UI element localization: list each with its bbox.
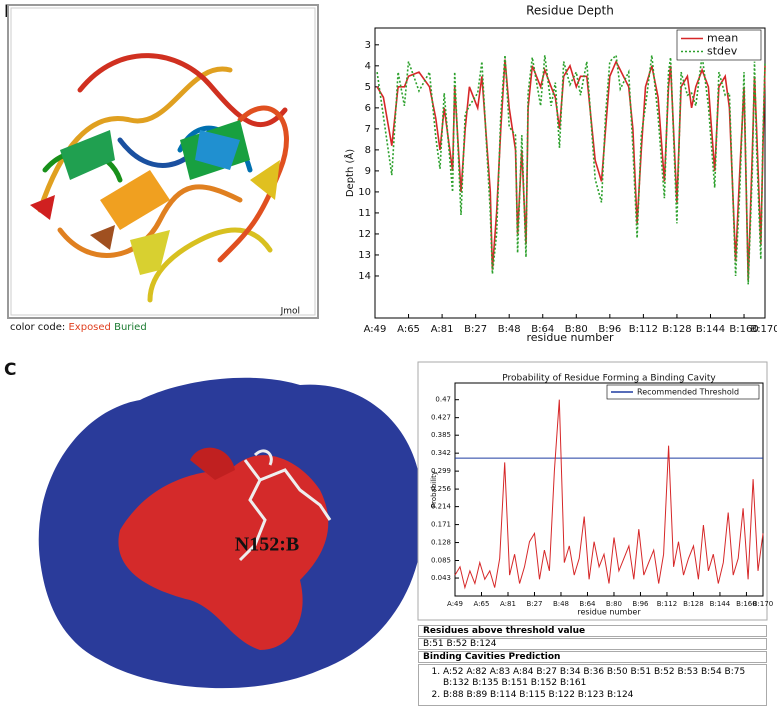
- x-tick-label: B:160: [729, 324, 758, 335]
- legend-label: Recommended Threshold: [637, 388, 739, 397]
- y-axis-label: Depth (Å): [343, 149, 356, 197]
- legend-label: stdev: [707, 45, 738, 58]
- x-tick-label: B:128: [683, 600, 704, 608]
- x-tick-label: B:112: [629, 324, 658, 335]
- color-code-label: color code:: [10, 322, 66, 333]
- x-tick-label: B:48: [553, 600, 569, 608]
- data-line: [376, 59, 766, 281]
- y-tick-label: 6: [365, 103, 371, 114]
- color-code: color code: Exposed Buried: [10, 322, 147, 333]
- ribbon-sheets: [30, 120, 280, 275]
- y-tick-label: 10: [358, 187, 371, 198]
- x-tick-label: B:27: [464, 324, 487, 335]
- x-tick-label: B:64: [579, 600, 596, 608]
- x-tick-label: A:65: [397, 324, 420, 335]
- legend-box: [606, 384, 760, 400]
- viewer-inner: [10, 7, 316, 316]
- x-tick-label: B:96: [598, 324, 621, 335]
- x-tick-label: B:80: [565, 324, 588, 335]
- x-tick-label: A:81: [431, 324, 454, 335]
- x-axis-label: residue number: [527, 331, 614, 344]
- x-tick-label: B:144: [696, 324, 725, 335]
- y-tick-label: 0.299: [431, 467, 451, 475]
- y-tick-label: 4: [365, 61, 371, 72]
- y-tick-label: 0.385: [431, 431, 451, 439]
- x-tick-label: B:128: [662, 324, 691, 335]
- y-tick-label: 0.043: [431, 574, 451, 582]
- y-tick-label: 12: [358, 229, 371, 240]
- plot-area: [374, 27, 766, 319]
- data-line: [454, 399, 764, 590]
- y-tick-label: 14: [358, 271, 371, 282]
- table-header: Residues above threshold value: [418, 625, 767, 637]
- data-line: [376, 53, 766, 285]
- y-tick-label: 0.085: [431, 557, 451, 565]
- cavity-list: A:52 A:82 A:83 A:84 B:27 B:34 B:36 B:50 …: [423, 667, 762, 701]
- table-cell: B:51 B:52 B:124: [418, 638, 767, 650]
- x-tick-label: B:64: [531, 324, 554, 335]
- y-tick-label: 13: [358, 250, 371, 261]
- x-tick-label: B:96: [632, 600, 649, 608]
- chart-title: Residue Depth: [526, 4, 614, 18]
- x-tick-label: B:144: [710, 600, 731, 608]
- y-axis-label: Probability: [430, 471, 438, 508]
- surface-structure: [38, 377, 424, 689]
- x-tick-label: B:160: [736, 600, 757, 608]
- x-tick-label: B:112: [657, 600, 678, 608]
- y-tick-label: 7: [365, 124, 371, 135]
- y-tick-label: 0.256: [431, 485, 452, 493]
- x-tick-label: B:170: [750, 324, 777, 335]
- plot-area: [454, 382, 764, 597]
- cavity-item: A:52 A:82 A:83 A:84 B:27 B:34 B:36 B:50 …: [443, 667, 762, 689]
- x-tick-label: B:170: [753, 600, 774, 608]
- y-tick-label: 5: [365, 82, 371, 93]
- x-tick-label: A:49: [447, 600, 463, 608]
- y-tick-label: 11: [358, 208, 371, 219]
- table-cell: A:52 A:82 A:83 A:84 B:27 B:34 B:36 B:50 …: [418, 664, 767, 706]
- x-tick-label: B:27: [526, 600, 542, 608]
- y-tick-label: 0.427: [431, 414, 451, 422]
- cavity-item: B:88 B:89 B:114 B:115 B:122 B:123 B:124: [443, 690, 762, 701]
- x-tick-label: A:81: [500, 600, 516, 608]
- legend-label: mean: [707, 32, 738, 45]
- y-tick-label: 0.128: [431, 539, 451, 547]
- y-tick-label: 0.171: [431, 521, 451, 529]
- table-header: Binding Cavities Prediction: [418, 651, 767, 663]
- legend-box: [676, 29, 762, 61]
- residue-label: N152:B: [235, 534, 299, 556]
- color-code-exposed: Exposed: [68, 322, 111, 333]
- chart-title: Probability of Residue Forming a Binding…: [502, 374, 716, 384]
- y-tick-label: 0.342: [431, 449, 451, 457]
- x-tick-label: A:49: [364, 324, 387, 335]
- y-tick-label: 9: [365, 166, 371, 177]
- x-tick-label: B:48: [498, 324, 521, 335]
- y-tick-label: 0.47: [435, 396, 451, 404]
- y-tick-label: 0.214: [431, 503, 452, 511]
- x-axis-label: residue number: [577, 608, 641, 617]
- x-tick-label: B:80: [606, 600, 622, 608]
- y-tick-label: 8: [365, 145, 371, 156]
- watermark: Jmol: [280, 307, 300, 317]
- color-code-buried: Buried: [114, 322, 147, 333]
- panel-label: C: [4, 360, 16, 380]
- y-tick-label: 3: [365, 40, 371, 51]
- x-tick-label: A:65: [474, 600, 490, 608]
